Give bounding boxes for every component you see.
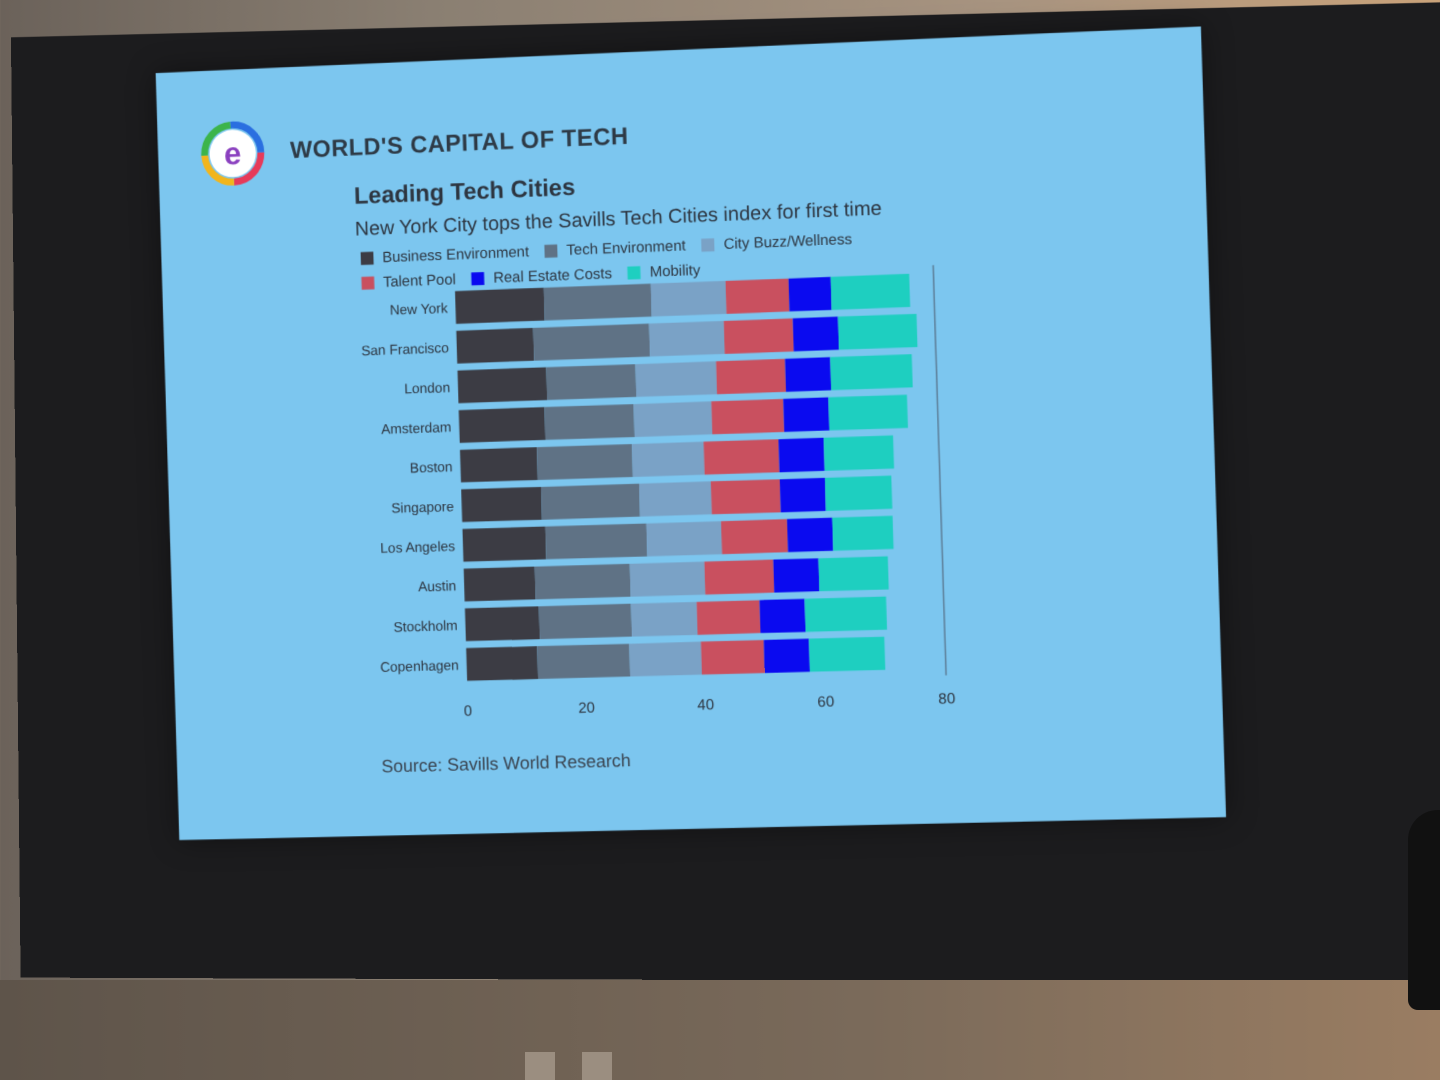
projector-screen: e WORLD'S CAPITAL OF TECH Leading Tech C… [11, 2, 1440, 982]
category-label: San Francisco [361, 339, 449, 358]
bar-segment [537, 644, 630, 679]
bar-segment [533, 324, 650, 361]
bar-segment [818, 556, 888, 591]
legend-item-business-environment: Business Environment [361, 244, 530, 267]
bar-segment [461, 487, 542, 522]
audience-member [1408, 810, 1440, 1010]
bar-segment [805, 596, 887, 631]
bar-segment [697, 600, 761, 635]
bar-segment [778, 438, 824, 473]
wall-outlet [582, 1052, 612, 1080]
bar-segment [537, 444, 633, 480]
bar-segment [544, 404, 634, 440]
bar-segment [832, 516, 893, 551]
legend-label: Tech Environment [566, 237, 686, 259]
bar-segment [629, 642, 702, 677]
bar-segment [724, 318, 794, 354]
bar-segment [544, 284, 652, 321]
bar-segment [632, 442, 705, 477]
bar-segment [631, 602, 698, 637]
category-label: Copenhagen [380, 657, 459, 675]
bar-segment [630, 562, 706, 597]
bar-segment [838, 314, 918, 350]
bar-segment [825, 476, 892, 511]
bar-segment [711, 479, 781, 514]
brand-title: WORLD'S CAPITAL OF TECH [290, 123, 629, 165]
bar-segment [462, 527, 546, 562]
category-label: Singapore [391, 498, 454, 516]
x-tick-label: 60 [817, 694, 834, 711]
x-tick-label: 80 [938, 691, 955, 708]
bar-segment [460, 447, 538, 482]
bar-segment [828, 395, 908, 431]
bar-segment [773, 558, 819, 592]
bar-segment [725, 278, 789, 313]
bar-segment [759, 599, 805, 633]
bar-segment [783, 397, 829, 432]
bar-segment [464, 567, 536, 602]
x-tick-label: 0 [464, 704, 473, 720]
bar-segment [466, 646, 538, 681]
x-tick-label: 20 [578, 700, 595, 717]
slide: e WORLD'S CAPITAL OF TECH Leading Tech C… [156, 26, 1226, 840]
bar-segment [793, 317, 839, 352]
bar-segment [546, 364, 636, 400]
stacked-bar-chart: New York San Francisco London Amsterdam Bost… [347, 263, 998, 742]
bar-segment [639, 481, 712, 516]
legend-item-tech-environment: Tech Environment [545, 237, 686, 259]
bar-segment [788, 277, 831, 312]
category-label: Amsterdam [381, 419, 452, 437]
bar-segment [634, 401, 713, 437]
bar-segment [455, 288, 545, 324]
category-label: London [404, 379, 450, 397]
legend-swatch [545, 244, 558, 257]
floor [0, 980, 1440, 1080]
bar-segment [701, 640, 765, 675]
bar-segment [704, 560, 774, 595]
bar-segment [711, 399, 784, 434]
bar-segment [651, 281, 727, 317]
logo-icon: e [200, 120, 266, 188]
category-label: Austin [418, 577, 457, 594]
bar-segment [809, 637, 885, 672]
bar-segment [831, 274, 911, 310]
bar-segment [535, 564, 631, 600]
category-label: Los Angeles [380, 538, 455, 556]
x-axis-max-line [933, 265, 946, 675]
legend-swatch [701, 238, 714, 251]
category-label: New York [389, 300, 448, 318]
bar-segment [716, 359, 786, 394]
bar-segment [704, 439, 780, 474]
x-tick-label: 40 [697, 697, 714, 714]
bar-segment [465, 606, 540, 641]
legend-item-city-buzz: City Buzz/Wellness [701, 231, 852, 254]
svg-text:e: e [224, 135, 242, 172]
bar-segment [541, 484, 640, 520]
bar-segment [459, 407, 546, 443]
bar-segment [787, 518, 833, 552]
bar-segment [635, 361, 717, 397]
category-label: Boston [410, 458, 453, 475]
category-label: Stockholm [393, 617, 458, 635]
legend-label: City Buzz/Wellness [723, 231, 852, 253]
chart-source: Source: Savills World Research [381, 750, 631, 777]
bar-segment [824, 435, 894, 470]
bar-segment [456, 328, 534, 364]
bar-segment [721, 519, 788, 554]
bar-segment [780, 478, 826, 512]
bar-segment [649, 321, 725, 357]
bar-segment [457, 367, 547, 403]
bar-segment [539, 604, 632, 639]
wall-outlet [525, 1052, 555, 1080]
bar-segment [785, 357, 831, 392]
bar-segment [830, 354, 913, 390]
bar-segment [545, 523, 647, 559]
bar-segment [764, 639, 810, 673]
bar-segment [646, 521, 722, 556]
legend-swatch [361, 252, 374, 265]
legend-label: Business Environment [382, 244, 529, 267]
